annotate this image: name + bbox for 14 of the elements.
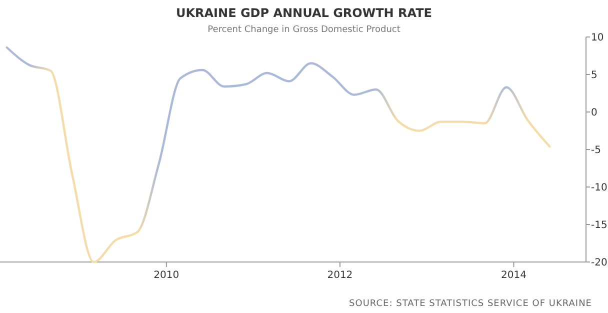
y-tick-label: 0: [591, 108, 598, 118]
y-tick-label: 10: [591, 32, 604, 44]
y-tick-label: -10: [591, 182, 608, 194]
x-tick-label: 2014: [501, 270, 526, 281]
x-tick-label: 2012: [327, 270, 353, 281]
line-series: [6, 46, 551, 264]
y-tick-label: -5: [591, 145, 601, 156]
chart-title: UKRAINE GDP ANNUAL GROWTH RATE: [176, 6, 432, 20]
y-tick-label: -20: [591, 258, 608, 268]
y-tick-label: 5: [591, 70, 598, 81]
x-tick-label: 2010: [154, 270, 180, 281]
source-note: SOURCE: STATE STATISTICS SERVICE OF UKRAINE: [349, 299, 592, 309]
chart-subtitle: Percent Change in Gross Domestic Product: [208, 25, 401, 35]
y-tick-label: -15: [591, 220, 608, 231]
